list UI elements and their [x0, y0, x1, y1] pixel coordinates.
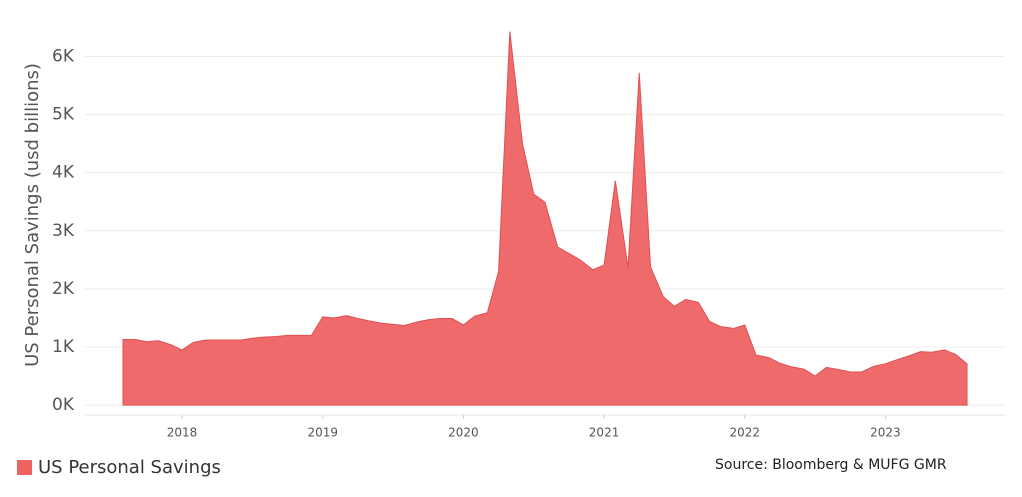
- y-tick-label: 2K: [52, 279, 75, 299]
- x-tick-label: 2018: [167, 426, 198, 440]
- legend-label: US Personal Savings: [38, 457, 221, 478]
- y-tick-label: 5K: [52, 105, 75, 125]
- y-tick-label: 0K: [52, 395, 75, 415]
- y-tick-label: 6K: [52, 46, 75, 66]
- area: [122, 31, 968, 406]
- x-tick-label: 2019: [307, 426, 338, 440]
- x-tick-label: 2023: [870, 426, 901, 440]
- x-tick-label: 2021: [589, 426, 620, 440]
- y-tick-label: 3K: [52, 221, 75, 241]
- x-tick-label: 2020: [448, 426, 479, 440]
- legend-swatch: [17, 460, 32, 475]
- x-tick-label: 2022: [729, 426, 760, 440]
- y-axis-label: US Personal Savings (usd billions): [22, 63, 43, 367]
- source-note: Source: Bloomberg & MUFG GMR: [715, 457, 947, 473]
- y-tick-label: 4K: [52, 163, 75, 183]
- y-tick-label: 1K: [52, 337, 75, 357]
